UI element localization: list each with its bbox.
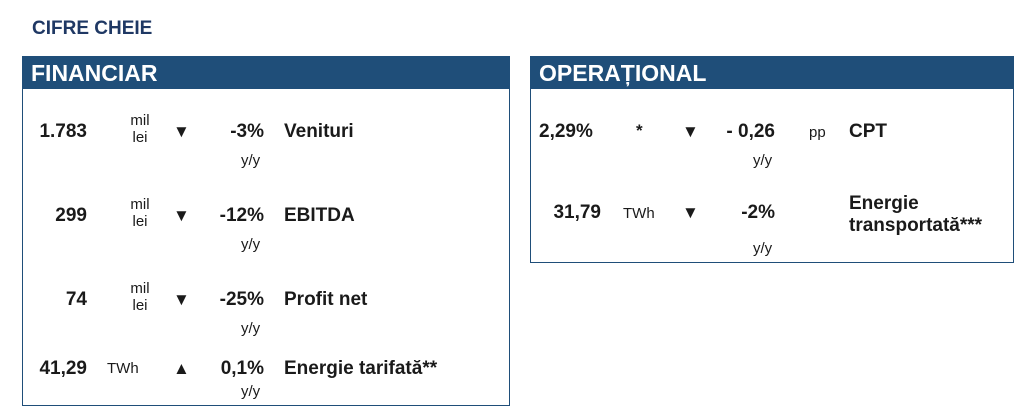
ebitda-unit-top: mil [130, 196, 150, 213]
tariffed-energy-label: Energie tarifată** [284, 358, 438, 379]
transported-energy-change: -2% [741, 202, 775, 223]
cpt-change-suffix: pp [809, 124, 826, 141]
cpt-change: - 0,26 [726, 121, 775, 142]
ebitda-value: 299 [55, 205, 87, 226]
transported-energy-unit: TWh [623, 205, 655, 222]
net-profit-unit-top: mil [130, 280, 150, 297]
net-profit-change: -25% [219, 289, 264, 310]
net-profit-change-unit: y/y [241, 320, 261, 337]
operational-row-transported-energy: 31,79 TWh ▼ -2% y/y Energie transportată… [531, 189, 1013, 257]
revenue-value: 1.783 [39, 121, 87, 142]
ebitda-unit-bottom: lei [132, 213, 148, 230]
financial-row-tariffed-energy: 41,29 TWh ▲ 0,1% y/y Energie tarifată** [23, 353, 509, 413]
arrow-down-icon: ▼ [682, 122, 699, 141]
ebitda-change: -12% [219, 205, 264, 226]
arrow-down-icon: ▼ [173, 290, 190, 309]
financial-row-net-profit: 74 mil lei ▼ -25% y/y Profit net [23, 277, 509, 337]
revenue-change: -3% [230, 121, 264, 142]
transported-energy-value: 31,79 [553, 202, 601, 223]
ebitda-label: EBITDA [284, 205, 355, 226]
financial-panel: FINANCIAR 1.783 mil lei ▼ -3% y/y Venitu… [22, 56, 510, 406]
revenue-change-unit: y/y [241, 152, 261, 169]
revenue-label: Venituri [284, 121, 354, 142]
transported-energy-change-unit: y/y [753, 240, 773, 257]
net-profit-unit: mil lei [125, 280, 155, 314]
arrow-down-icon: ▼ [682, 203, 699, 222]
cpt-marker: * [636, 121, 643, 140]
transported-energy-label-line2: transportată*** [849, 215, 983, 236]
revenue-unit: mil lei [125, 112, 155, 146]
revenue-unit-bottom: lei [132, 129, 148, 146]
ebitda-change-unit: y/y [241, 236, 261, 253]
revenue-unit-top: mil [130, 112, 150, 129]
transported-energy-label: Energie transportată*** [849, 193, 982, 237]
arrow-down-icon: ▼ [173, 206, 190, 225]
net-profit-unit-bottom: lei [132, 297, 148, 314]
transported-energy-label-line1: Energie [849, 193, 919, 214]
ebitda-unit: mil lei [125, 196, 155, 230]
tariffed-energy-change-unit: y/y [241, 383, 261, 400]
cpt-label: CPT [849, 121, 887, 142]
financial-panel-title: FINANCIAR [23, 57, 509, 89]
arrow-up-icon: ▲ [173, 359, 190, 378]
tariffed-energy-value: 41,29 [39, 358, 87, 379]
cpt-value: 2,29% [539, 121, 593, 142]
tariffed-energy-unit: TWh [107, 360, 139, 377]
operational-panel-title: OPERAȚIONAL [531, 57, 1013, 89]
cpt-change-unit: y/y [753, 152, 773, 169]
financial-row-ebitda: 299 mil lei ▼ -12% y/y EBITDA [23, 193, 509, 253]
page-title: CIFRE CHEIE [32, 18, 153, 39]
arrow-down-icon: ▼ [173, 122, 190, 141]
net-profit-label: Profit net [284, 289, 368, 310]
operational-panel: OPERAȚIONAL 2,29% * ▼ - 0,26 pp y/y CPT … [530, 56, 1014, 263]
operational-row-cpt: 2,29% * ▼ - 0,26 pp y/y CPT [531, 109, 1013, 169]
net-profit-value: 74 [65, 289, 87, 310]
financial-row-revenue: 1.783 mil lei ▼ -3% y/y Venituri [23, 109, 509, 169]
tariffed-energy-change: 0,1% [220, 358, 264, 379]
